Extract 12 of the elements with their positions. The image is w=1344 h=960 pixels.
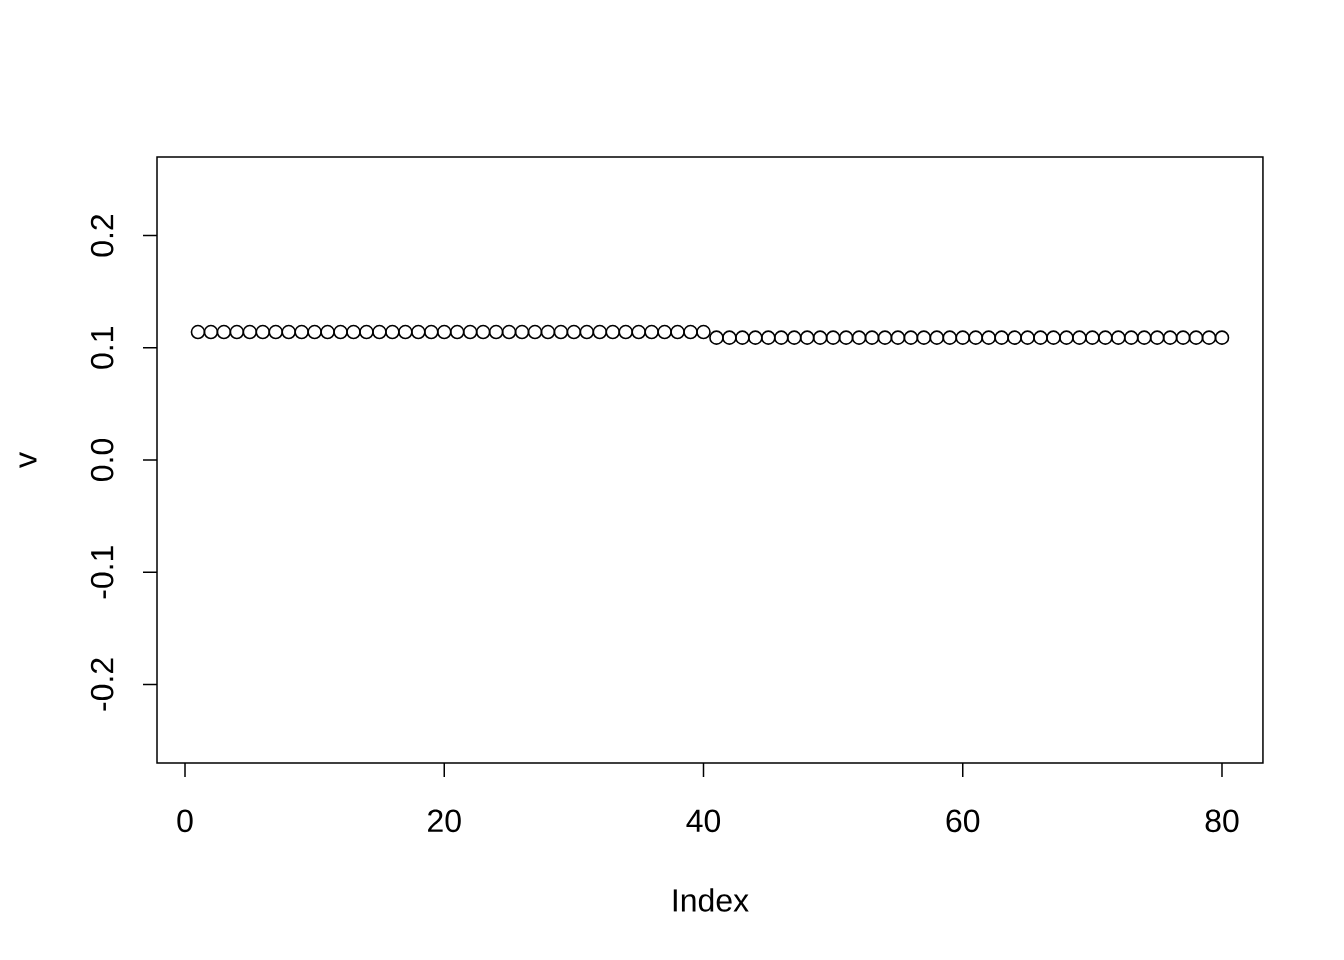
x-tick-label: 40 bbox=[686, 809, 721, 833]
y-tick-label: 0.1 bbox=[90, 327, 114, 369]
y-tick-label: -0.2 bbox=[90, 658, 114, 711]
x-tick-label: 20 bbox=[428, 809, 461, 833]
x-tick-label: 60 bbox=[946, 809, 980, 833]
x-axis-title: Index bbox=[673, 888, 749, 912]
x-tick-label: 0 bbox=[177, 809, 193, 833]
x-tick-label: 80 bbox=[1205, 809, 1239, 833]
y-tick-label: -0.1 bbox=[90, 546, 114, 599]
y-tick-label: 0.2 bbox=[90, 214, 114, 257]
y-tick-label: 0.0 bbox=[90, 439, 114, 481]
y-axis-title: v bbox=[19, 452, 37, 468]
